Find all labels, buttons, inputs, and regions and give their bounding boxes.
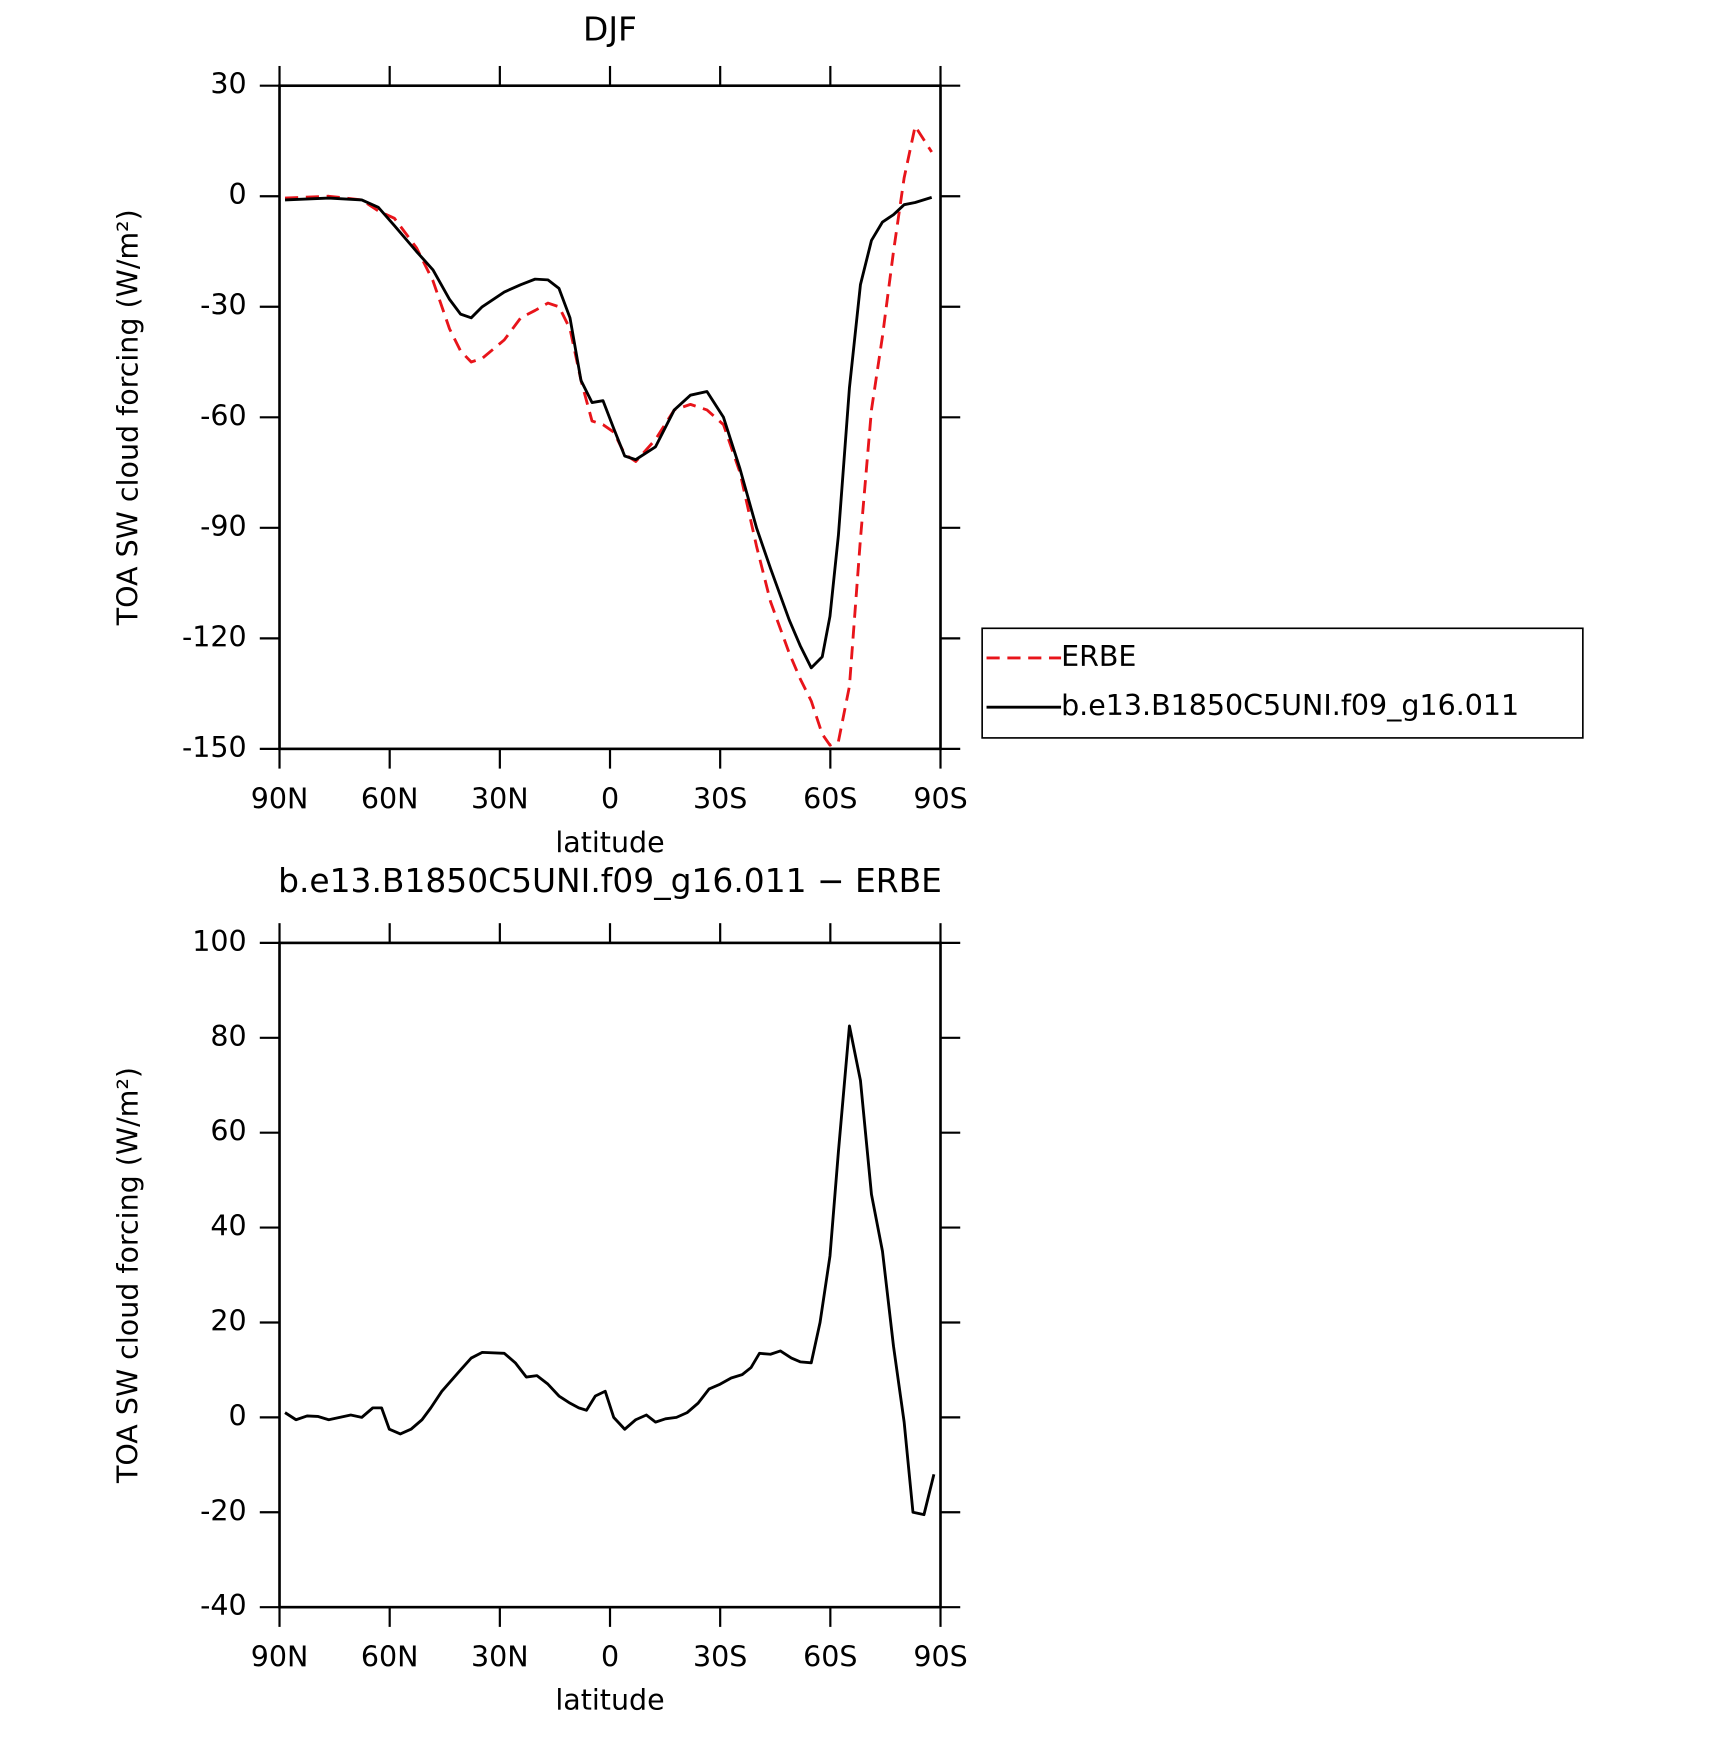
data-line	[284, 1024, 936, 1517]
x-tick-label: 90S	[913, 782, 967, 815]
y-tick-label: -30	[200, 289, 247, 322]
y-tick-label: 80	[210, 1020, 246, 1053]
x-tick-label: 90N	[251, 782, 309, 815]
x-tick-label: 90S	[913, 1641, 967, 1674]
y-tick-label: 100	[192, 925, 246, 958]
y-tick-label: 30	[210, 68, 246, 101]
y-tick-label: -40	[200, 1589, 247, 1622]
chart-title: b.e13.B1850C5UNI.f09_g16.011 − ERBE	[278, 861, 942, 900]
x-tick-label: 60N	[361, 782, 419, 815]
y-tick-label: 0	[228, 1399, 246, 1432]
data-line	[284, 195, 933, 670]
y-tick-label: -60	[200, 399, 247, 432]
x-tick-label: 60N	[361, 1641, 419, 1674]
y-tick-label: 60	[210, 1115, 246, 1148]
legend-label: ERBE	[1061, 640, 1136, 673]
data-line	[284, 124, 933, 747]
y-axis-label: TOA SW cloud forcing (W/m²)	[111, 1067, 144, 1484]
y-tick-label: 0	[228, 178, 246, 211]
x-tick-label: 30N	[471, 1641, 529, 1674]
x-tick-label: 0	[601, 1641, 619, 1674]
legend-box	[981, 627, 1584, 739]
y-tick-label: -90	[200, 510, 247, 543]
y-tick-label: 20	[210, 1304, 246, 1337]
plot-frame	[278, 84, 942, 751]
y-tick-label: 40	[210, 1210, 246, 1243]
x-tick-label: 30S	[693, 1641, 747, 1674]
x-axis-label: latitude	[555, 1683, 664, 1716]
x-tick-label: 30S	[693, 782, 747, 815]
x-tick-label: 60S	[803, 1641, 857, 1674]
x-axis-label: latitude	[555, 826, 664, 859]
x-tick-label: 60S	[803, 782, 857, 815]
plot-frame	[278, 941, 942, 1609]
y-tick-label: -120	[182, 620, 247, 653]
x-tick-label: 90N	[251, 1641, 309, 1674]
y-tick-label: -20	[200, 1494, 247, 1527]
legend-label: b.e13.B1850C5UNI.f09_g16.011	[1061, 689, 1519, 722]
x-tick-label: 0	[601, 782, 619, 815]
y-tick-label: -150	[182, 731, 247, 764]
chart-title: DJF	[583, 9, 637, 48]
y-axis-label: TOA SW cloud forcing (W/m²)	[111, 209, 144, 626]
x-tick-label: 30N	[471, 782, 529, 815]
